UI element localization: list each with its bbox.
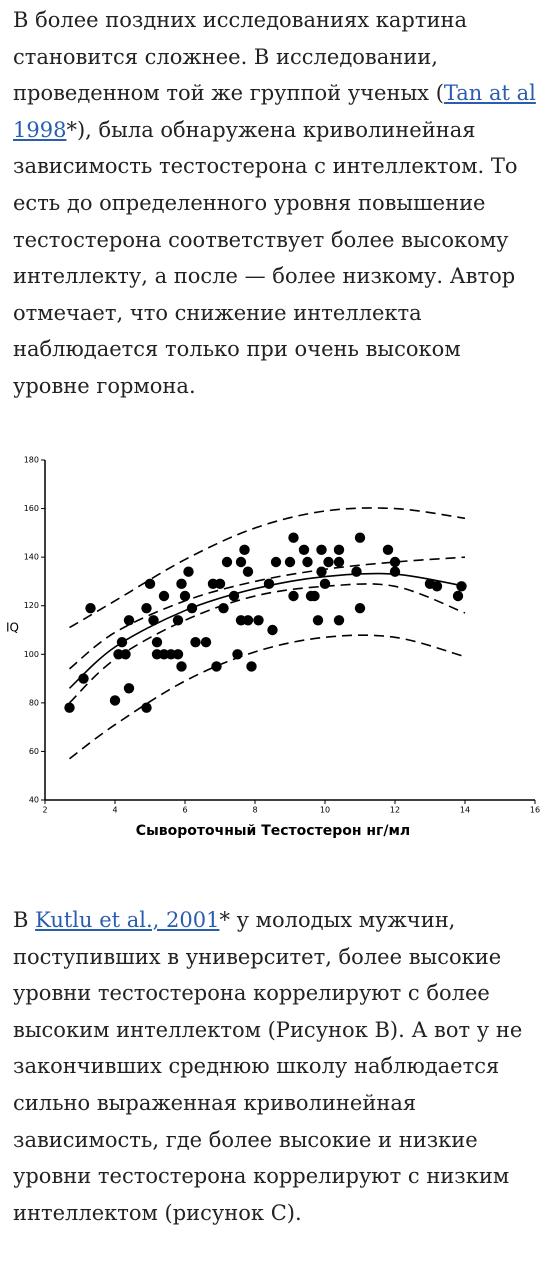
data-point — [141, 702, 152, 713]
y-tick-label: 180 — [24, 456, 39, 465]
y-tick-label: 140 — [24, 553, 39, 562]
x-tick-label: 6 — [182, 806, 187, 815]
y-tick-label: 100 — [24, 650, 39, 659]
data-point — [179, 590, 191, 602]
data-point — [158, 590, 170, 602]
data-point — [319, 578, 331, 590]
data-point — [253, 615, 264, 626]
data-point — [333, 556, 345, 568]
y-tick-label: 160 — [24, 504, 39, 513]
data-point — [172, 615, 184, 626]
data-point — [85, 602, 96, 614]
data-point — [316, 544, 327, 556]
text: В — [13, 908, 36, 932]
y-axis-label: IQ — [6, 621, 19, 635]
paragraph: В Kutlu et al., 2001* у молодых мужчин, … — [13, 902, 543, 1231]
data-point — [354, 602, 366, 614]
data-point — [239, 544, 250, 556]
x-tick-label: 10 — [320, 806, 330, 815]
data-point — [323, 556, 334, 568]
y-tick-label: 60 — [29, 747, 39, 756]
data-point — [302, 556, 313, 568]
data-point — [120, 649, 131, 660]
data-point — [221, 556, 233, 568]
x-axis-label: Сывороточный Тестостерон нг/мл — [136, 823, 410, 839]
data-point — [123, 683, 135, 694]
text: В более поздних исследованиях картина ст… — [13, 8, 467, 106]
data-point — [382, 544, 394, 556]
data-point — [431, 581, 443, 592]
fit-curve — [68, 572, 466, 689]
text: *), была обнаружена криволинейная зависи… — [13, 117, 518, 398]
x-tick-label: 2 — [42, 806, 47, 815]
data-point — [190, 636, 201, 648]
data-point — [123, 615, 135, 626]
y-tick-label: 40 — [29, 796, 39, 805]
chart: IQ Сывороточный Тестостерон нг/мл 2 4 6 8 10… — [6, 456, 540, 840]
data-point — [176, 578, 187, 590]
data-point — [333, 544, 345, 556]
data-point — [263, 578, 275, 590]
data-point — [354, 532, 366, 543]
data-point — [242, 566, 254, 577]
paragraph: В более поздних исследованиях картина ст… — [13, 2, 543, 405]
data-point — [183, 566, 194, 577]
y-tick-label: 80 — [29, 698, 39, 707]
data-point — [176, 661, 187, 672]
x-tick-label: 4 — [112, 806, 117, 815]
text: * у молодых мужчин, поступивших в универ… — [13, 908, 523, 1225]
data-point — [284, 556, 296, 568]
data-point — [316, 566, 327, 577]
data-point — [389, 556, 401, 568]
confidence-curve — [68, 583, 466, 704]
x-tick-label: 12 — [390, 806, 400, 815]
data-point — [141, 602, 152, 614]
x-tick-label: 8 — [252, 806, 257, 815]
data-point — [235, 556, 247, 568]
data-point — [151, 636, 163, 648]
data-point — [288, 590, 299, 602]
data-point — [144, 578, 156, 590]
data-point — [64, 702, 75, 713]
confidence-curve — [69, 634, 466, 760]
citation-link[interactable]: Tan at al 1998 — [13, 81, 536, 142]
data-point — [211, 661, 222, 672]
x-tick-label: 14 — [460, 806, 470, 815]
x-tick-label: 16 — [530, 806, 540, 815]
data-point — [333, 615, 345, 626]
data-point — [298, 544, 310, 556]
data-point — [109, 695, 121, 706]
data-point — [200, 636, 212, 648]
data-point — [267, 624, 278, 636]
data-point — [309, 590, 320, 602]
data-point — [242, 615, 254, 626]
data-point — [452, 590, 464, 602]
y-tick-label: 120 — [24, 601, 39, 610]
confidence-curve — [69, 507, 466, 629]
data-point — [312, 615, 324, 626]
data-point — [246, 661, 257, 672]
citation-link[interactable]: Kutlu et al., 2001 — [35, 908, 220, 932]
data-point — [270, 556, 282, 568]
data-point — [389, 566, 401, 577]
data-point — [351, 566, 362, 577]
data-point — [214, 578, 226, 590]
data-point — [172, 649, 184, 660]
data-point — [288, 532, 299, 543]
